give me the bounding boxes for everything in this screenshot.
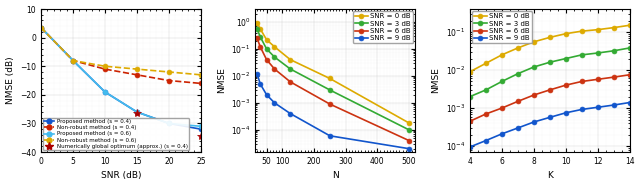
SNR = 3 dB xyxy=(594,52,602,54)
SNR = 3 dB xyxy=(514,73,522,75)
SNR = 9 dB xyxy=(263,94,271,96)
SNR = 6 dB xyxy=(257,46,264,48)
X-axis label: K: K xyxy=(547,171,553,180)
SNR = 3 dB xyxy=(263,48,271,50)
SNR = 9 dB xyxy=(546,116,554,118)
SNR = 0 dB xyxy=(514,47,522,49)
SNR = 9 dB xyxy=(514,127,522,129)
SNR = 6 dB xyxy=(253,37,261,39)
SNR = 3 dB xyxy=(287,68,294,70)
SNR = 6 dB xyxy=(405,140,413,142)
SNR = 3 dB xyxy=(626,47,634,49)
SNR = 9 dB xyxy=(578,108,586,110)
SNR = 0 dB xyxy=(263,39,271,41)
SNR = 9 dB xyxy=(405,147,413,150)
SNR = 3 dB xyxy=(482,89,490,91)
SNR = 0 dB xyxy=(578,30,586,32)
SNR = 0 dB xyxy=(562,33,570,35)
Line: SNR = 9 dB: SNR = 9 dB xyxy=(467,100,632,149)
SNR = 9 dB xyxy=(287,113,294,115)
SNR = 3 dB xyxy=(562,57,570,60)
Legend: Proposed method (s = 0.4), Non-robust method (s = 0.4), Proposed method (s = 0.6: Proposed method (s = 0.4), Non-robust me… xyxy=(43,118,189,150)
SNR = 3 dB xyxy=(610,50,618,52)
Legend: SNR = 0 dB, SNR = 3 dB, SNR = 6 dB, SNR = 9 dB: SNR = 0 dB, SNR = 3 dB, SNR = 6 dB, SNR … xyxy=(353,11,413,44)
SNR = 0 dB xyxy=(546,36,554,39)
SNR = 9 dB xyxy=(626,101,634,104)
SNR = 3 dB xyxy=(326,89,333,91)
SNR = 6 dB xyxy=(263,59,271,61)
Line: SNR = 6 dB: SNR = 6 dB xyxy=(467,72,632,124)
Line: SNR = 3 dB: SNR = 3 dB xyxy=(255,26,412,132)
SNR = 6 dB xyxy=(482,113,490,115)
SNR = 6 dB xyxy=(466,120,474,122)
SNR = 3 dB xyxy=(546,61,554,63)
Y-axis label: NMSE (dB): NMSE (dB) xyxy=(6,57,15,104)
SNR = 6 dB xyxy=(530,94,538,96)
SNR = 6 dB xyxy=(498,107,506,109)
SNR = 9 dB xyxy=(271,102,278,104)
SNR = 3 dB xyxy=(271,56,278,58)
SNR = 6 dB xyxy=(562,84,570,86)
Y-axis label: NMSE: NMSE xyxy=(217,68,226,94)
SNR = 9 dB xyxy=(610,104,618,106)
SNR = 9 dB xyxy=(257,83,264,85)
SNR = 3 dB xyxy=(253,28,261,30)
SNR = 6 dB xyxy=(287,81,294,83)
SNR = 0 dB xyxy=(253,21,261,24)
SNR = 0 dB xyxy=(466,71,474,73)
Line: SNR = 3 dB: SNR = 3 dB xyxy=(467,46,632,99)
Line: SNR = 9 dB: SNR = 9 dB xyxy=(255,71,412,151)
SNR = 3 dB xyxy=(498,80,506,83)
SNR = 9 dB xyxy=(594,106,602,108)
SNR = 0 dB xyxy=(626,24,634,26)
SNR = 0 dB xyxy=(482,62,490,64)
SNR = 9 dB xyxy=(253,73,261,75)
SNR = 6 dB xyxy=(271,68,278,70)
SNR = 0 dB xyxy=(530,41,538,43)
X-axis label: SNR (dB): SNR (dB) xyxy=(100,171,141,180)
SNR = 0 dB xyxy=(287,59,294,61)
Line: SNR = 0 dB: SNR = 0 dB xyxy=(467,23,632,74)
SNR = 6 dB xyxy=(610,76,618,78)
SNR = 9 dB xyxy=(482,140,490,142)
SNR = 0 dB xyxy=(405,122,413,124)
SNR = 0 dB xyxy=(271,46,278,48)
SNR = 0 dB xyxy=(498,54,506,56)
SNR = 3 dB xyxy=(405,129,413,131)
SNR = 9 dB xyxy=(562,112,570,114)
SNR = 3 dB xyxy=(530,66,538,68)
SNR = 6 dB xyxy=(546,89,554,91)
SNR = 6 dB xyxy=(326,103,333,105)
SNR = 3 dB xyxy=(466,95,474,98)
SNR = 0 dB xyxy=(594,28,602,31)
SNR = 3 dB xyxy=(578,54,586,56)
Line: SNR = 0 dB: SNR = 0 dB xyxy=(255,20,412,125)
SNR = 9 dB xyxy=(530,121,538,123)
Legend: SNR = 0 dB, SNR = 3 dB, SNR = 6 dB, SNR = 9 dB: SNR = 0 dB, SNR = 3 dB, SNR = 6 dB, SNR … xyxy=(472,11,532,44)
SNR = 0 dB xyxy=(610,27,618,29)
SNR = 9 dB xyxy=(466,146,474,148)
Y-axis label: NMSE: NMSE xyxy=(431,68,440,94)
SNR = 3 dB xyxy=(257,36,264,38)
SNR = 6 dB xyxy=(626,74,634,76)
X-axis label: N: N xyxy=(332,171,339,180)
SNR = 0 dB xyxy=(257,28,264,30)
SNR = 9 dB xyxy=(498,133,506,135)
SNR = 9 dB xyxy=(326,135,333,137)
SNR = 6 dB xyxy=(514,100,522,102)
Line: SNR = 6 dB: SNR = 6 dB xyxy=(255,36,412,143)
SNR = 6 dB xyxy=(594,78,602,80)
SNR = 6 dB xyxy=(578,80,586,83)
SNR = 0 dB xyxy=(326,77,333,80)
